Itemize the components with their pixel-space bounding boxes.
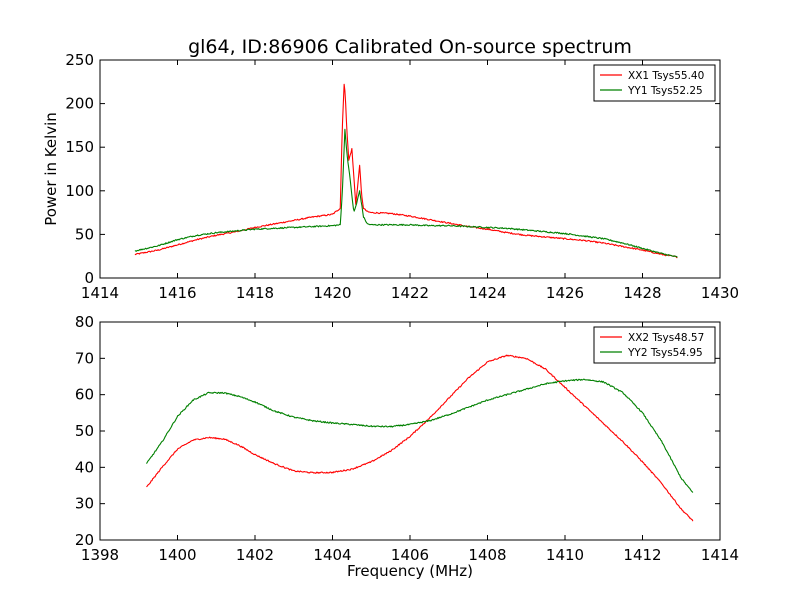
y-tick-label: 100 [65,182,94,200]
y-tick-label: 30 [75,495,94,513]
bottom-plot-ticks: 1398 1400 1402 1404 1406 1408 1410 1412 1414 20 30… [75,313,739,564]
top-plot-ticks: 1414 1416 1418 1420 1422 1424 1426 1428 1430 0 50 1… [65,51,739,302]
bottom-plot-legend: XX2 Tsys48.57 YY2 Tsys54.95 [593,326,716,364]
y-tick-label: 250 [65,51,94,69]
bottom-plot-frame [99,321,721,541]
legend-box [593,326,716,364]
series-line-xx [146,354,694,522]
legend-label: YY2 Tsys54.95 [627,347,703,359]
x-tick-label: 1398 [81,546,119,564]
x-tick-label: 1430 [701,284,739,302]
x-tick-label: 1406 [391,546,429,564]
x-tick-label: 1414 [701,546,739,564]
x-tick-label: 1408 [468,546,506,564]
x-tick-label: 1422 [391,284,429,302]
y-tick-label: 60 [75,386,94,404]
x-tick-label: 1414 [81,284,119,302]
x-tick-label: 1404 [313,546,351,564]
bottom-plot-series [146,354,694,522]
y-tick-label: 40 [75,458,94,476]
legend-box [593,64,716,102]
top-plot-frame [99,59,721,279]
chart-title: gl64, ID:86906 Calibrated On-source spec… [188,36,632,58]
series-line-yy [134,128,678,258]
x-tick-label: 1420 [313,284,351,302]
y-tick-label: 0 [84,269,94,287]
x-tick-label: 1412 [623,546,661,564]
x-tick-label: 1402 [236,546,274,564]
x-axis-label: Frequency (MHz) [347,562,473,580]
legend-label: YY1 Tsys52.25 [627,85,703,97]
y-tick-label: 80 [75,313,94,331]
y-tick-label: 150 [65,138,94,156]
y-tick-label: 50 [75,225,94,243]
y-tick-label: 20 [75,531,94,549]
x-tick-label: 1416 [158,284,196,302]
y-tick-label: 200 [65,95,94,113]
x-tick-label: 1400 [158,546,196,564]
legend-label: XX1 Tsys55.40 [628,70,704,82]
top-plot-legend: XX1 Tsys55.40 YY1 Tsys52.25 [593,64,716,102]
legend-label: XX2 Tsys48.57 [628,332,704,344]
top-plot: gl64, ID:86906 Calibrated On-source spec… [42,36,739,302]
bottom-plot: 1398 1400 1402 1404 1406 1408 1410 1412 1414 20 30… [75,313,739,580]
x-tick-label: 1428 [623,284,661,302]
x-tick-label: 1418 [236,284,274,302]
y-tick-label: 70 [75,349,94,367]
series-line-xx [134,83,678,259]
series-line-yy [146,378,694,493]
y-axis-label: Power in Kelvin [42,112,60,226]
top-plot-series [134,83,678,259]
x-tick-label: 1410 [546,546,584,564]
x-tick-label: 1426 [546,284,584,302]
x-tick-label: 1424 [468,284,506,302]
y-tick-label: 50 [75,422,94,440]
